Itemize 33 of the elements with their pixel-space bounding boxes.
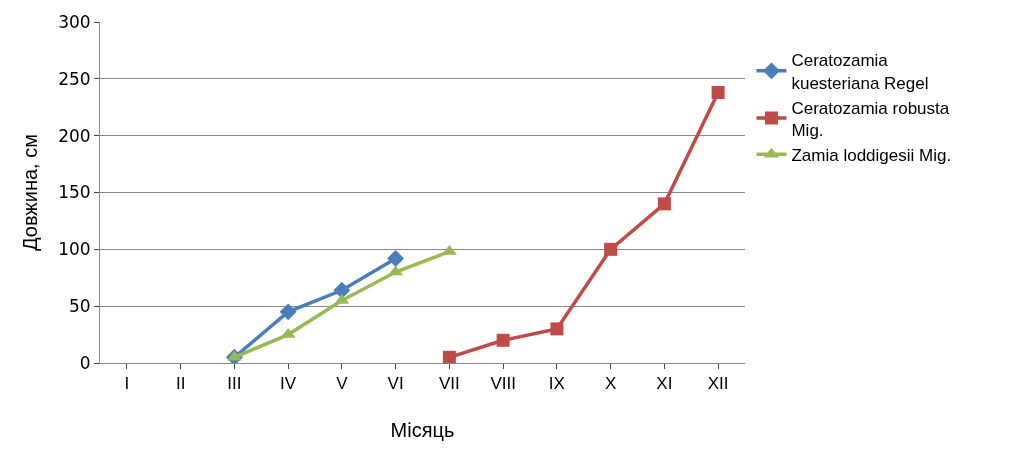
point — [550, 322, 564, 336]
legend-label: Zamia loddigesii Mig. — [791, 145, 952, 165]
y-tick-label: 250 — [58, 68, 91, 89]
x-axis-title: Місяць — [390, 418, 455, 441]
point — [496, 333, 510, 347]
point — [657, 197, 671, 211]
x-tick-label: VIII — [490, 374, 516, 394]
x-tick-label: XII — [707, 374, 729, 394]
y-axis-title: Довжина, см — [18, 134, 41, 251]
x-tick-label: VII — [438, 374, 460, 394]
x-tick-label: VI — [387, 374, 404, 394]
y-tick-label: 50 — [68, 296, 91, 317]
x-tick-label: V — [336, 374, 349, 394]
y-tick-label: 150 — [58, 182, 91, 203]
x-tick-label: IX — [548, 374, 565, 394]
y-tick-label: 200 — [58, 125, 91, 146]
point — [604, 242, 618, 256]
legend-label: Ceratozamia kuesteriana Regel — [791, 51, 929, 93]
x-tick-label: IV — [280, 374, 297, 394]
point — [387, 249, 405, 267]
y-tick-label: 300 — [58, 11, 91, 32]
point — [333, 281, 351, 299]
y-tick-label: 0 — [79, 352, 91, 373]
x-tick-label: X — [604, 374, 617, 394]
point — [442, 350, 456, 363]
legend-label: Ceratozamia robusta Mig. — [791, 98, 950, 140]
point — [711, 85, 725, 99]
x-tick-label: II — [175, 374, 186, 394]
x-tick-label: I — [124, 374, 130, 394]
point — [279, 303, 297, 321]
y-tick-label: 100 — [58, 239, 91, 260]
x-tick-label: III — [227, 374, 242, 394]
x-tick-label: XI — [656, 374, 673, 394]
